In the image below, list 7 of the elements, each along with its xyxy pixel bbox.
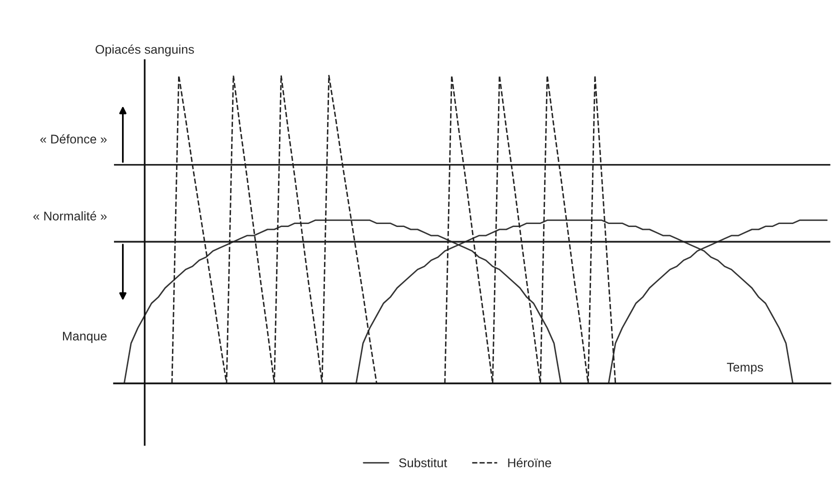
text: Manque (63, 332, 107, 344)
ref-line-label: « Défonce » (40, 134, 107, 144)
legend-label: Substitut (399, 458, 448, 468)
x-axis-title: Temps (726, 362, 764, 374)
legend-label: Héroïne (508, 458, 552, 468)
y-axis-title: Opiacés sanguins (96, 44, 194, 56)
ref-line-label: « Normalité » (33, 211, 107, 220)
